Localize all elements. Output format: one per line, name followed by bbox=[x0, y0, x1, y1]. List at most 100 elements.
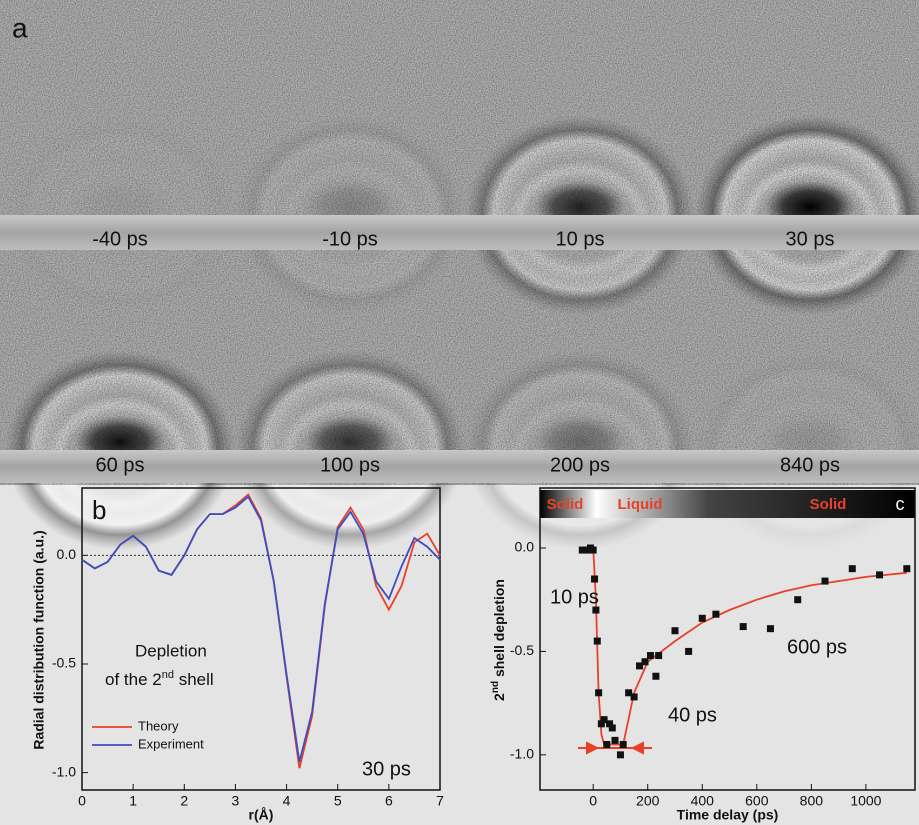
time-label: 30 ps bbox=[362, 758, 411, 780]
y-tick-label: 0.0 bbox=[57, 546, 77, 562]
arrow-head bbox=[586, 741, 600, 755]
frame-label: 200 ps bbox=[550, 454, 610, 476]
plot-line: 0.0 -0.5 -1.00 1 2 3 4 5 6 7 Theory Experiment b Depl… bbox=[31, 487, 444, 823]
plot-frame bbox=[539, 487, 916, 791]
annotation: Depletion bbox=[135, 641, 207, 660]
data-point bbox=[625, 689, 633, 697]
y-tick-label: -0.5 bbox=[510, 642, 534, 658]
x-tick-label: 5 bbox=[334, 793, 342, 809]
label-strip bbox=[0, 450, 919, 483]
data-point bbox=[646, 652, 654, 660]
phase-label: Liquid bbox=[618, 496, 663, 513]
data-point bbox=[876, 571, 884, 579]
data-point bbox=[903, 565, 911, 573]
y-axis-label: 2nd shell depletion bbox=[490, 579, 507, 701]
x-tick-label: 1000 bbox=[850, 793, 881, 809]
panel-label: a bbox=[12, 12, 28, 43]
arrow-head bbox=[630, 741, 644, 755]
data-point bbox=[578, 546, 586, 554]
annotation-part: nd bbox=[162, 669, 174, 681]
frame-label: -40 ps bbox=[92, 228, 148, 250]
data-point bbox=[641, 658, 649, 666]
axis-label-part: shell depletion bbox=[491, 579, 507, 681]
data-point bbox=[606, 720, 614, 728]
plots: 0.0-0.5-1.00 1 2 3 4 5 6 7TheoryExperimentbDepl… bbox=[31, 487, 916, 823]
phase-label: Solid bbox=[547, 496, 584, 513]
label-strip bbox=[0, 215, 919, 250]
plot-scatter: 0.0 -0.5 -1.0 0 200 400 600 800 1000 Solid Liquid S… bbox=[490, 487, 916, 823]
data-point bbox=[589, 546, 597, 554]
data-point bbox=[848, 565, 856, 573]
frame-label: 30 ps bbox=[786, 228, 835, 250]
x-tick-label: 600 bbox=[745, 793, 769, 809]
x-tick-label: 2 bbox=[180, 793, 188, 809]
x-tick-label: 7 bbox=[436, 793, 444, 809]
x-tick-label: 200 bbox=[636, 793, 660, 809]
annotation: 10 ps bbox=[550, 586, 599, 608]
data-point bbox=[616, 751, 624, 759]
x-tick-label: 6 bbox=[385, 793, 393, 809]
data-point bbox=[592, 606, 600, 614]
fwhm-arrows bbox=[578, 741, 652, 755]
data-point bbox=[794, 596, 802, 604]
x-tick-label: 4 bbox=[283, 793, 291, 809]
x-axis-label: r(Å) bbox=[249, 807, 274, 823]
y-tick-label: -1.0 bbox=[510, 746, 534, 762]
x-tick-label: 0 bbox=[589, 793, 597, 809]
data-point bbox=[619, 740, 627, 748]
data-point bbox=[608, 724, 616, 732]
axis-label-part: 2 bbox=[491, 693, 507, 701]
phase-bar bbox=[540, 490, 915, 518]
x-tick-label: 3 bbox=[232, 793, 240, 809]
legend-label: Theory bbox=[138, 718, 179, 733]
data-point bbox=[655, 652, 663, 660]
annotation-part: shell bbox=[174, 670, 214, 689]
data-point bbox=[595, 689, 603, 697]
panel-label: c bbox=[896, 494, 905, 514]
data-point bbox=[600, 716, 608, 724]
frame-label: 840 ps bbox=[780, 454, 840, 476]
annotation-part: of the 2 bbox=[105, 670, 162, 689]
y-axis-label: Radial distribution function (a.u.) bbox=[31, 530, 47, 749]
data-point bbox=[685, 647, 693, 655]
data-point bbox=[582, 546, 590, 554]
annotation: 600 ps bbox=[787, 636, 847, 658]
plot-frame bbox=[81, 487, 441, 791]
series-line bbox=[81, 495, 441, 763]
data-point bbox=[611, 736, 619, 744]
frame-label: 60 ps bbox=[96, 454, 145, 476]
x-axis-label: Time delay (ps) bbox=[677, 807, 779, 823]
x-tick-label: 1 bbox=[129, 793, 137, 809]
data-point bbox=[821, 577, 829, 585]
panel-label: b bbox=[92, 495, 106, 525]
y-tick-label: 0.0 bbox=[515, 539, 535, 555]
data-point bbox=[591, 575, 599, 583]
x-tick-label: 400 bbox=[691, 793, 715, 809]
annotation: of the 2nd shell bbox=[105, 669, 214, 690]
data-point bbox=[603, 740, 611, 748]
annotation: 40 ps bbox=[668, 704, 717, 726]
fit-line bbox=[579, 547, 907, 746]
data-point bbox=[630, 693, 638, 701]
axis-label-part: nd bbox=[490, 681, 501, 693]
y-tick-label: -1.0 bbox=[52, 763, 76, 779]
panel-a: a bbox=[0, 0, 919, 550]
data-point bbox=[739, 623, 747, 631]
data-point bbox=[636, 662, 644, 670]
data-point bbox=[766, 625, 774, 633]
data-point bbox=[698, 614, 706, 622]
phase-label: Solid bbox=[810, 496, 847, 513]
y-tick-label: -0.5 bbox=[52, 655, 76, 671]
data-point bbox=[671, 627, 679, 635]
data-point bbox=[652, 672, 660, 680]
x-tick-label: 0 bbox=[78, 793, 86, 809]
data-point bbox=[712, 610, 720, 618]
legend-label: Experiment bbox=[138, 736, 204, 751]
frame-label: -10 ps bbox=[322, 228, 378, 250]
data-point bbox=[597, 720, 605, 728]
data-point bbox=[593, 637, 601, 645]
frame-label: 100 ps bbox=[320, 454, 380, 476]
frame-label: 10 ps bbox=[556, 228, 605, 250]
